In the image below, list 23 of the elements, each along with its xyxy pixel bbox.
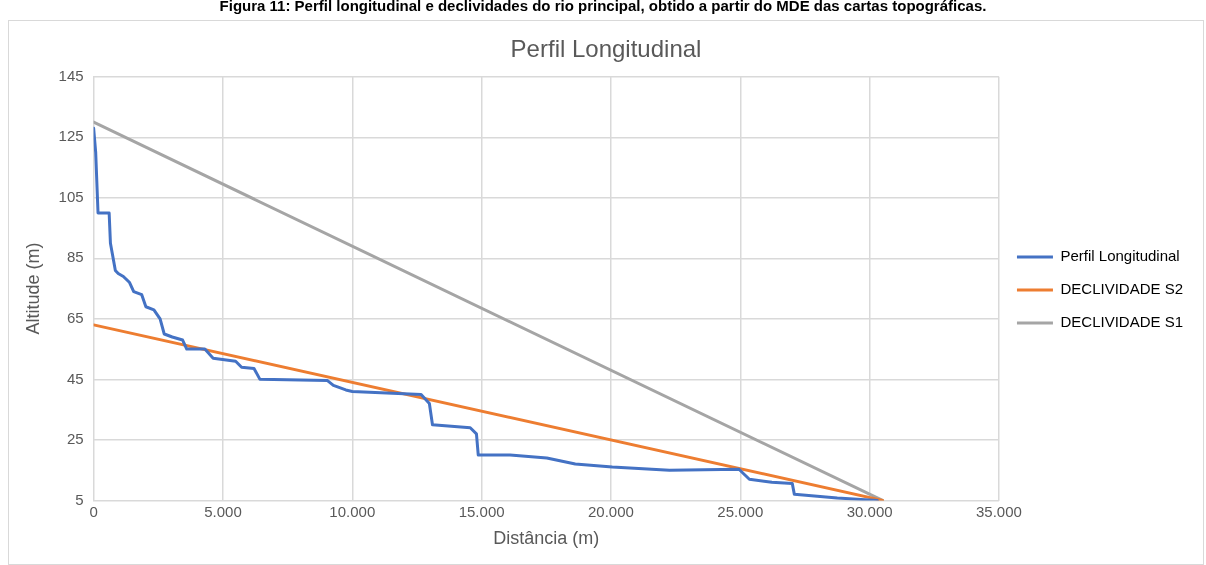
chart-title: Perfil Longitudinal: [510, 35, 702, 63]
x-tick-label: 0: [89, 502, 98, 520]
y-axis-title: Altitude (m): [22, 242, 43, 335]
y-tick-label: 45: [66, 369, 84, 387]
legend-label: DECLIVIDADE S1: [1060, 313, 1184, 331]
y-tick-label: 5: [75, 490, 84, 508]
x-tick-label: 10.000: [329, 502, 376, 520]
legend-label: DECLIVIDADE S2: [1060, 280, 1184, 298]
x-tick-label: 35.000: [976, 502, 1022, 520]
y-tick-label: 25: [66, 430, 84, 448]
x-tick-label: 15.000: [458, 502, 505, 520]
x-tick-label: 20.000: [588, 502, 634, 520]
legend-label: Perfil Longitudinal: [1060, 247, 1180, 265]
text: Figura 11: Perfil longitudinal e declividades do rio principal, obtido a partir do MDE das cartas topográficas.: [218, 0, 988, 16]
y-tick-label: 85: [66, 248, 84, 266]
y-tick-label: 65: [66, 309, 84, 326]
x-tick-label: 30.000: [846, 502, 893, 520]
y-tick-label: 145: [58, 66, 84, 84]
y-tick-label: 125: [58, 127, 84, 145]
y-tick-label: 105: [58, 187, 84, 205]
x-tick-label: 5.000: [204, 502, 242, 520]
x-axis-title: Distância (m): [493, 528, 600, 549]
x-tick-label: 25.000: [717, 502, 764, 520]
